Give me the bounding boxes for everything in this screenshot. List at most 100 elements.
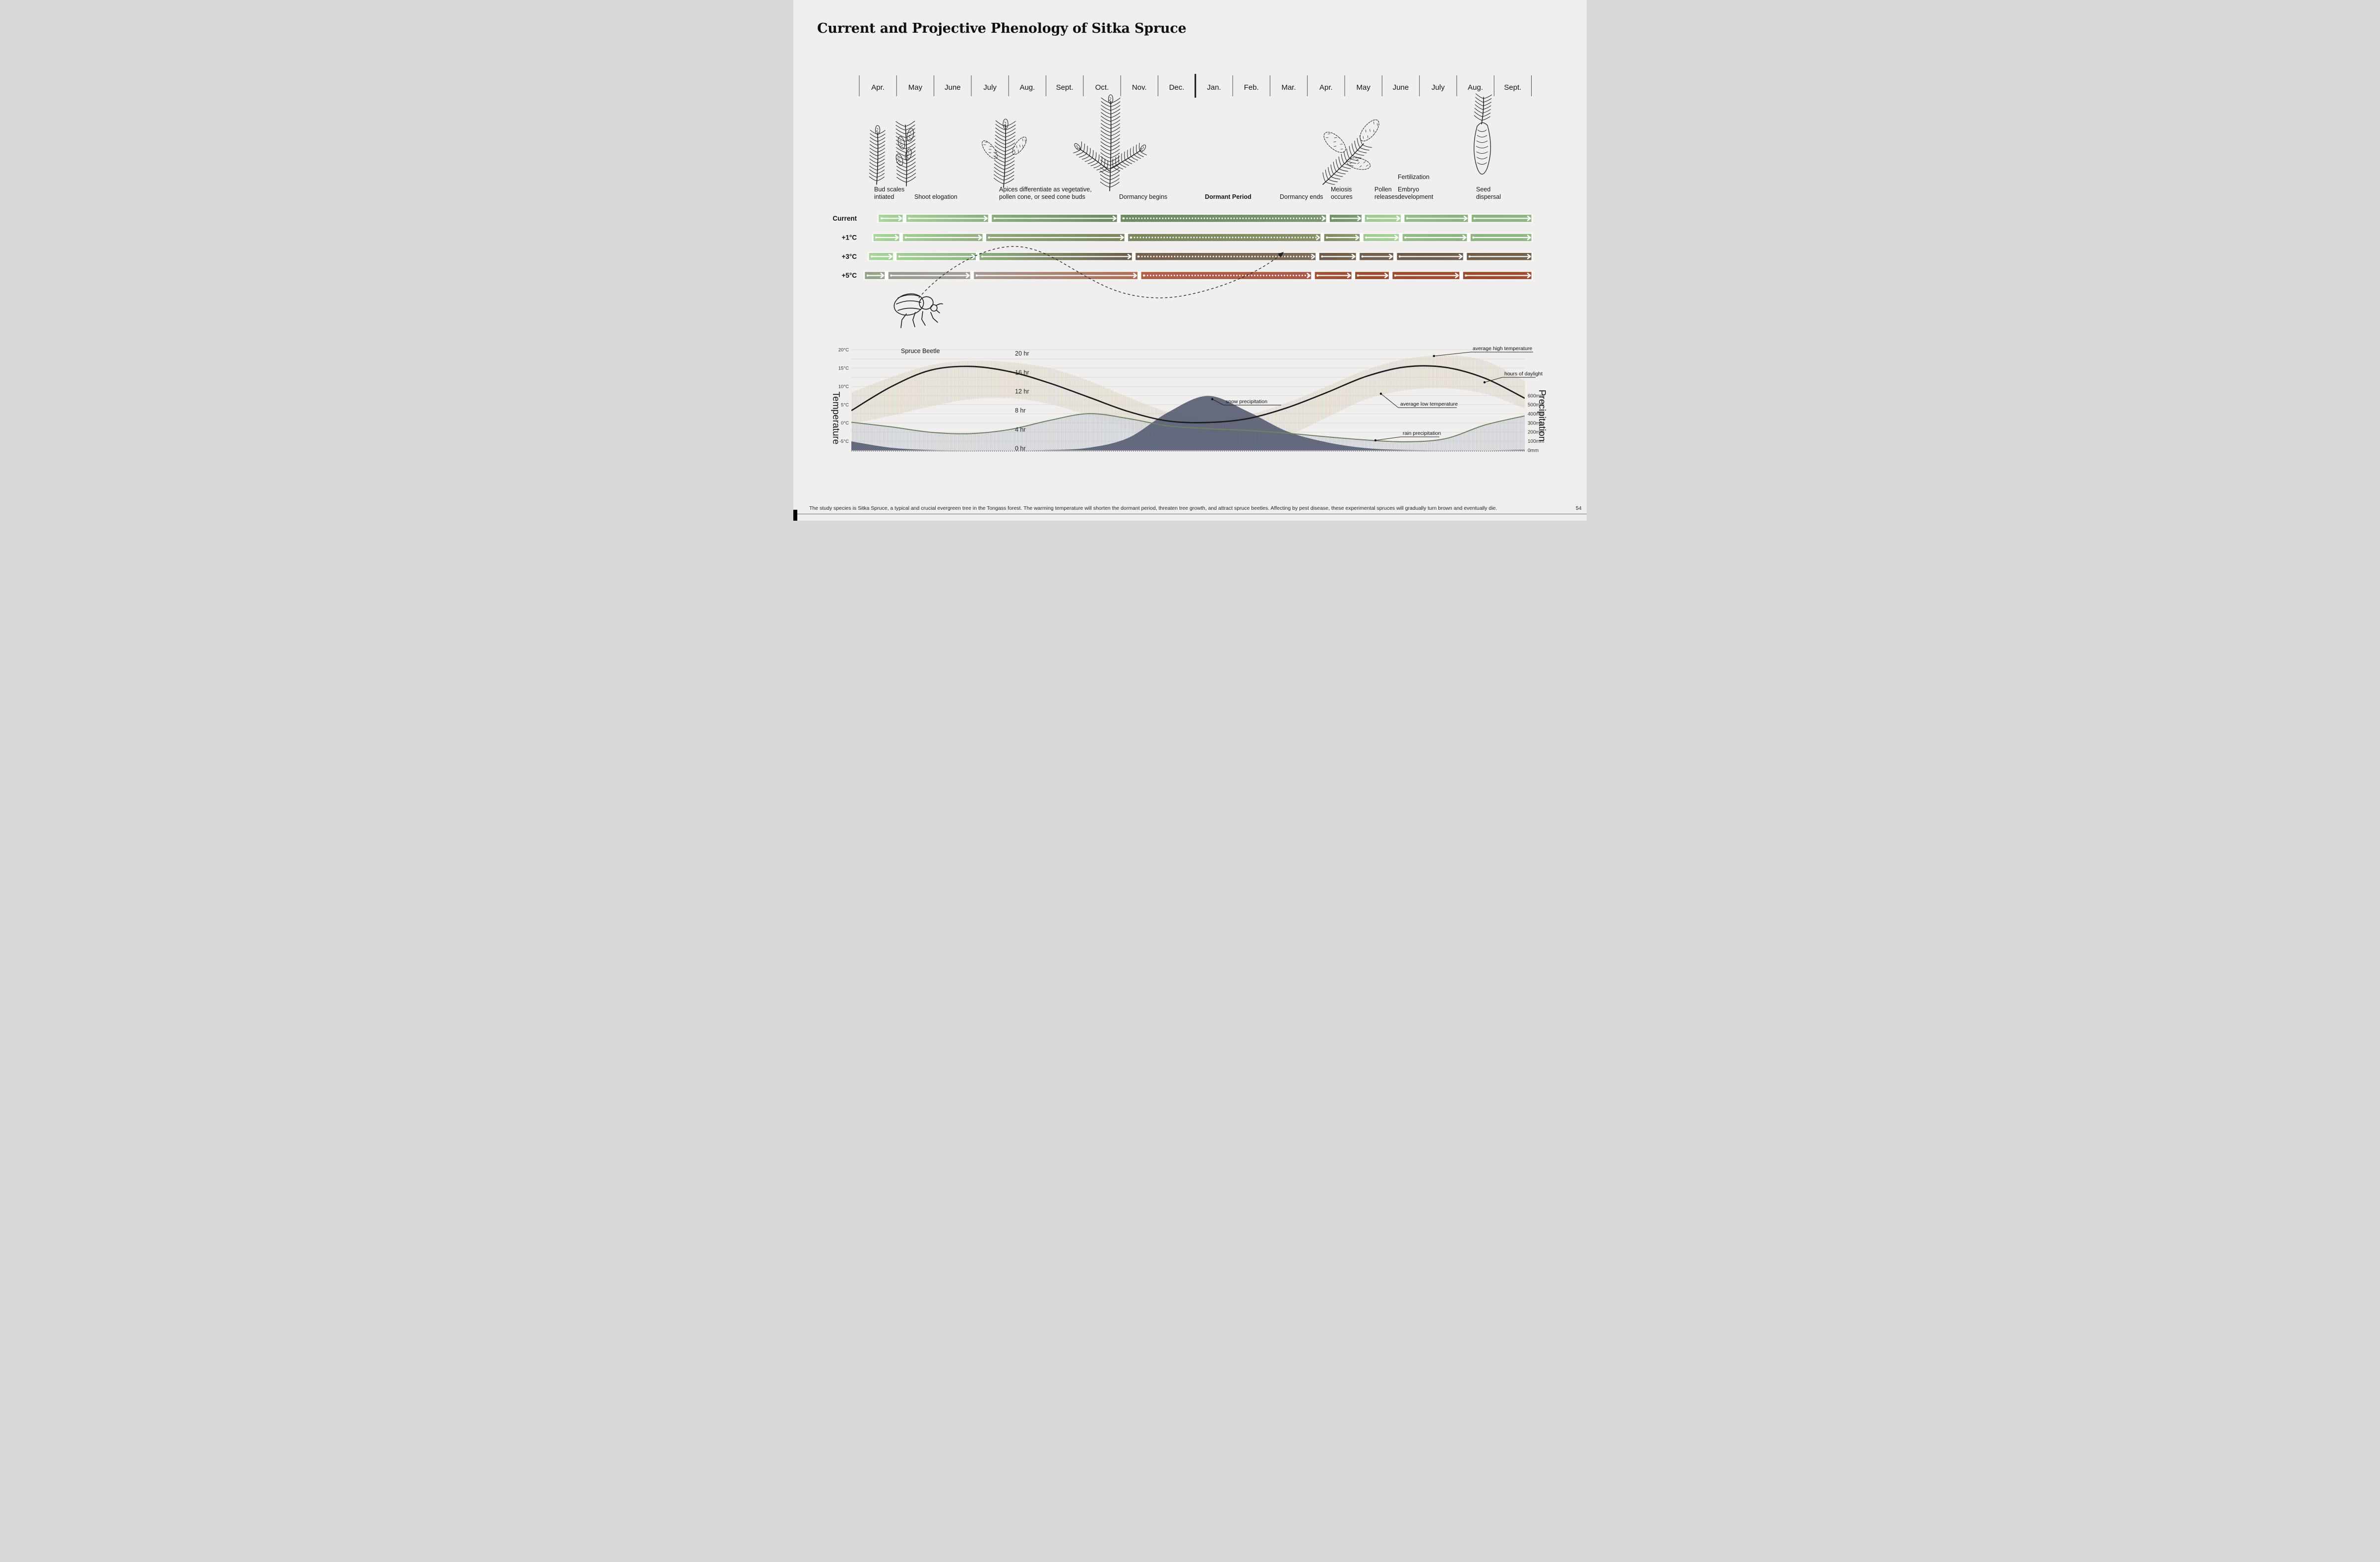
phase-arrowhead: [1133, 273, 1137, 279]
phase-start-dot: [1404, 236, 1407, 239]
temperature-tick-label: 5°C: [841, 402, 849, 408]
phase-arrowhead: [1311, 253, 1315, 259]
stage-label-dormancy-ends: Dormancy ends: [1280, 193, 1323, 201]
phase-start-dot: [880, 217, 883, 220]
month-label: Sept.: [1504, 83, 1521, 92]
stage-label-line: occures: [1331, 193, 1353, 200]
temperature-band: [851, 355, 1525, 448]
phase-arrowhead: [1463, 215, 1468, 221]
phase-start-dot: [1142, 274, 1145, 277]
phase-start-dot: [1130, 236, 1132, 239]
annotation-avg-high: average high temperature: [1432, 346, 1533, 358]
temperature-tick-label: 10°C: [838, 384, 849, 389]
stage-label-line: Pollen: [1374, 186, 1392, 193]
footer-caption: The study species is Sitka Spruce, a typ…: [809, 505, 1497, 511]
stage-label-line: Dormancy ends: [1280, 193, 1323, 200]
phase-start-dot: [870, 255, 873, 258]
month-label: Dec.: [1169, 83, 1185, 92]
precipitation-tick-label: 200mm: [1528, 430, 1544, 435]
spruce-beetle-label: Spruce Beetle: [901, 348, 940, 355]
phase-arrowhead: [894, 235, 899, 240]
dashed-arrow-path: [918, 246, 1284, 299]
annotation-dot: [1211, 398, 1214, 401]
phase-arrowhead: [1527, 235, 1531, 240]
stage-label-line: releases: [1374, 193, 1398, 200]
precipitation-tick-label: 600mm: [1528, 393, 1544, 399]
phase-start-dot: [1398, 255, 1401, 258]
stage-label-line: development: [1398, 193, 1433, 200]
annotation-leader: [1380, 393, 1399, 408]
rain-line: [851, 413, 1525, 443]
stage-label-line: dispersal: [1476, 193, 1501, 200]
annotation-leader: [1484, 377, 1503, 383]
stage-label-line: Dormant Period: [1205, 193, 1251, 200]
scenario-label: +3°C: [841, 253, 857, 260]
illustration-seed-cone: [1474, 93, 1492, 175]
daylight-tick-label: 20 hr: [1015, 350, 1029, 357]
scenario-label: +5°C: [841, 272, 857, 279]
daylight-tick-label: 16 hr: [1015, 369, 1029, 376]
graphics-canvas: Apr. May June July Aug. Sept. Oct. Nov. Dec. Jan.…: [833, 74, 1545, 453]
phase-start-dot: [1394, 274, 1397, 277]
phase-start-dot: [1316, 274, 1319, 277]
phase-start-dot: [908, 217, 910, 220]
annotation-dot: [1374, 439, 1377, 442]
phase-start-dot: [1331, 217, 1334, 220]
month-label: Jan.: [1207, 83, 1221, 92]
stage-label-shoot-elongation: Shoot elogation: [914, 193, 957, 201]
phase-arrowhead: [1394, 235, 1399, 240]
stage-label-apices: Apices differentiate as vegetative, polle…: [999, 186, 1092, 201]
phase-arrowhead: [1389, 253, 1393, 259]
stage-label-embryo: Embryo development: [1398, 186, 1433, 201]
page-title: Current and Projective Phenology of Sitk…: [817, 21, 1187, 36]
stage-label-bud-scales: Bud scales intiated: [874, 186, 904, 201]
phase-start-dot: [988, 236, 990, 239]
phase-start-dot: [1122, 217, 1125, 220]
phase-arrowhead: [898, 215, 902, 221]
precipitation-tick-label: 100mm: [1528, 439, 1544, 444]
phase-start-dot: [1473, 217, 1476, 220]
illustration-bud-scales: [869, 120, 916, 186]
phase-start-dot: [1326, 236, 1328, 239]
stage-label-line: intiated: [874, 193, 894, 200]
phase-start-dot: [1321, 255, 1323, 258]
climate-chart: 20°C 15°C 10°C 5°C 0°C -5°C 20 hr 16 hr 12 hr 8 h…: [838, 346, 1545, 453]
month-label: Aug.: [1019, 83, 1035, 92]
phase-arrowhead: [1127, 253, 1131, 259]
stage-label-line: Fertilization: [1398, 174, 1429, 180]
stage-label-fertilization: Fertilization: [1398, 174, 1429, 181]
phase-arrowhead: [1321, 215, 1326, 221]
month-label: Apr.: [871, 83, 885, 92]
annotation-rain: rain precipitation: [1374, 430, 1441, 442]
month-label: May: [1357, 83, 1371, 92]
annotation-label: snow precipitation: [1226, 399, 1267, 405]
corner-block: [793, 510, 797, 521]
phase-start-dot: [1361, 255, 1364, 258]
annotation-leader: [1375, 436, 1401, 441]
phase-start-dot: [1406, 217, 1409, 220]
annotation-dot: [1379, 392, 1382, 395]
phase-start-dot: [1367, 217, 1369, 220]
daylight-line: [851, 365, 1525, 423]
annotation-snow: snow precipitation: [1211, 398, 1281, 406]
illustration-pollen-cones: [1322, 120, 1379, 185]
phase-start-dot: [1468, 255, 1471, 258]
illustration-dormancy-branch: [1073, 94, 1147, 191]
month-label: Mar.: [1281, 83, 1296, 92]
phase-arrowhead: [1384, 273, 1388, 279]
stage-label-dormancy-begins: Dormancy begins: [1119, 193, 1167, 201]
phase-arrowhead: [1355, 235, 1360, 240]
annotation-avg-low: average low temperature: [1379, 392, 1458, 408]
precipitation-axis-title: Precipitation: [1537, 389, 1547, 442]
phase-start-dot: [1365, 236, 1368, 239]
phase-arrowhead: [1396, 215, 1401, 221]
phase-segment-dormant-period: [1121, 215, 1326, 222]
temperature-axis-title: Temperature: [831, 391, 841, 445]
phase-start-dot: [875, 236, 878, 239]
temperature-tick-label: 0°C: [841, 421, 849, 426]
phase-arrowhead: [1462, 235, 1467, 240]
phase-start-dot: [1472, 236, 1475, 239]
month-label: Nov.: [1132, 83, 1147, 92]
stage-label-line: Seed: [1476, 186, 1491, 193]
phase-start-dot: [975, 274, 978, 277]
